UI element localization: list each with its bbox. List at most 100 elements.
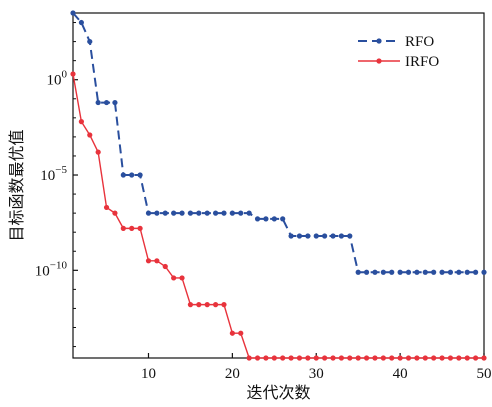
data-point-irfo xyxy=(431,355,437,361)
data-point-rfo xyxy=(271,216,277,222)
data-point-rfo xyxy=(229,210,235,216)
data-point-rfo xyxy=(263,216,269,222)
data-point-rfo xyxy=(456,269,462,275)
data-point-rfo xyxy=(447,269,454,275)
data-point-irfo xyxy=(355,355,361,361)
data-point-irfo xyxy=(296,355,303,361)
legend-item-irfo: IRFO xyxy=(358,54,439,70)
data-point-rfo xyxy=(154,210,160,216)
data-point-rfo xyxy=(288,233,294,239)
x-tick-label: 10 xyxy=(141,366,156,382)
data-point-irfo xyxy=(137,225,143,231)
data-point-irfo xyxy=(322,355,328,361)
data-point-rfo xyxy=(389,269,395,275)
data-point-irfo xyxy=(95,149,101,155)
data-point-rfo xyxy=(238,210,244,216)
data-point-rfo xyxy=(305,233,311,239)
data-point-irfo xyxy=(112,210,118,216)
data-point-irfo xyxy=(397,355,403,361)
data-point-irfo xyxy=(473,355,479,361)
data-point-irfo xyxy=(271,355,277,361)
data-point-irfo xyxy=(288,355,294,361)
data-point-rfo xyxy=(95,99,101,106)
data-point-irfo xyxy=(196,302,202,308)
data-point-rfo xyxy=(414,269,420,275)
data-point-rfo xyxy=(129,172,135,178)
legend: RFO IRFO xyxy=(358,34,439,70)
data-point-irfo xyxy=(305,355,311,361)
data-point-irfo xyxy=(154,258,160,264)
data-point-irfo xyxy=(380,355,386,361)
data-point-rfo xyxy=(103,99,110,106)
legend-marker-rfo xyxy=(376,38,382,44)
data-point-irfo xyxy=(456,355,462,361)
data-point-irfo xyxy=(464,355,470,361)
data-point-rfo xyxy=(70,10,76,16)
legend-label-irfo: IRFO xyxy=(405,54,439,70)
series-line-irfo xyxy=(72,73,484,359)
x-tick-label: 50 xyxy=(477,366,492,382)
data-point-rfo xyxy=(179,210,185,216)
data-point-irfo xyxy=(447,355,454,361)
data-point-irfo xyxy=(78,119,84,125)
data-point-rfo xyxy=(431,269,437,275)
axis-ticks: 10 20 30 40 50 100 10−5 10−10 xyxy=(35,22,492,382)
data-point-irfo xyxy=(338,355,345,361)
data-point-rfo xyxy=(338,233,345,239)
data-point-irfo xyxy=(238,330,244,336)
data-point-rfo xyxy=(363,269,370,275)
data-point-rfo xyxy=(204,210,210,216)
y-tick-label: 10−5 xyxy=(40,164,67,184)
data-point-rfo xyxy=(196,210,202,216)
data-point-rfo xyxy=(473,269,479,275)
data-point-rfo xyxy=(372,269,378,275)
data-point-rfo xyxy=(212,210,219,216)
data-point-rfo xyxy=(422,269,428,275)
data-point-rfo xyxy=(187,210,194,216)
data-point-irfo xyxy=(145,258,152,264)
data-point-rfo xyxy=(330,233,336,239)
data-point-rfo xyxy=(171,210,177,216)
data-point-irfo xyxy=(229,330,235,336)
data-point-irfo xyxy=(162,263,168,270)
y-tick-label: 10−10 xyxy=(35,259,68,279)
data-point-rfo xyxy=(137,172,143,178)
data-point-irfo xyxy=(120,225,126,231)
data-point-irfo xyxy=(372,355,378,361)
data-point-irfo xyxy=(330,355,336,361)
data-point-irfo xyxy=(129,225,135,231)
series-rfo xyxy=(70,10,487,275)
data-point-rfo xyxy=(397,269,403,275)
data-point-irfo xyxy=(179,275,185,281)
data-point-irfo xyxy=(405,355,412,361)
data-point-rfo xyxy=(120,172,126,178)
x-tick-label: 20 xyxy=(225,366,240,382)
data-point-irfo xyxy=(263,355,269,361)
series-layer xyxy=(70,10,487,361)
data-point-rfo xyxy=(246,210,252,216)
y-tick-label: 100 xyxy=(47,69,68,89)
data-point-irfo xyxy=(103,204,110,211)
data-point-irfo xyxy=(87,132,93,138)
data-point-rfo xyxy=(322,233,328,239)
data-point-irfo xyxy=(422,355,428,361)
series-irfo xyxy=(70,71,487,361)
x-tick-label: 30 xyxy=(309,366,324,382)
data-point-rfo xyxy=(112,99,118,106)
data-point-rfo xyxy=(280,216,286,222)
data-point-irfo xyxy=(363,355,370,361)
data-point-irfo xyxy=(280,355,286,361)
data-point-irfo xyxy=(187,302,194,308)
data-point-irfo xyxy=(254,355,261,361)
legend-label-rfo: RFO xyxy=(405,34,434,50)
data-point-irfo xyxy=(414,355,420,361)
data-point-irfo xyxy=(204,302,210,308)
data-point-rfo xyxy=(221,210,227,216)
data-point-irfo xyxy=(70,71,76,77)
data-point-rfo xyxy=(439,269,445,275)
data-point-rfo xyxy=(464,269,470,275)
data-point-rfo xyxy=(87,38,93,45)
data-point-irfo xyxy=(171,275,177,281)
data-point-rfo xyxy=(78,19,84,26)
